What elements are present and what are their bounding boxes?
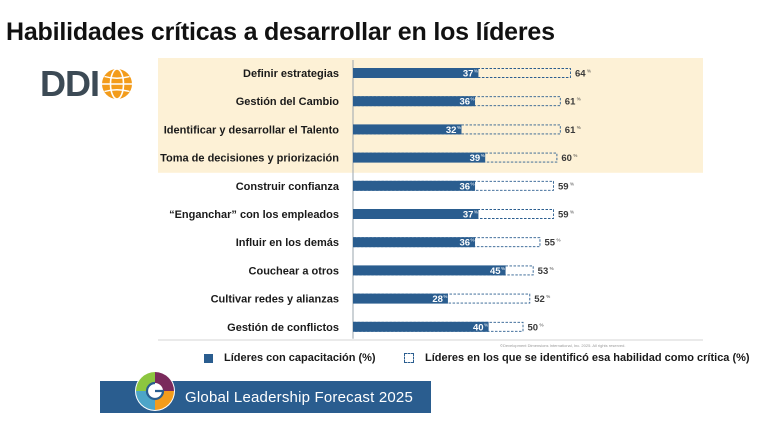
data-label-trained-suffix: %	[474, 210, 478, 215]
data-label-trained-suffix: %	[481, 153, 485, 158]
bar-trained	[353, 180, 476, 191]
data-label-trained: 45	[490, 266, 501, 277]
data-label-critical: 55	[544, 238, 555, 249]
data-label-critical-suffix: %	[587, 69, 591, 74]
data-label-trained: 37	[463, 69, 474, 80]
data-label-trained: 37	[463, 210, 474, 221]
data-label-trained-suffix: %	[474, 69, 478, 74]
copyright-footnote: ©Development Dimensions International, I…	[500, 343, 626, 348]
bar-trained	[353, 124, 462, 135]
data-label-trained: 39	[470, 153, 481, 164]
category-label: Identificar y desarrollar el Talento	[164, 124, 340, 136]
bar-trained	[353, 209, 479, 219]
data-label-critical-suffix: %	[546, 294, 550, 299]
data-label-critical: 64	[575, 69, 586, 80]
category-label: Influir en los demás	[236, 237, 339, 249]
bar-trained	[353, 237, 476, 248]
category-label: “Enganchar” con los empleados	[169, 209, 339, 221]
banner-text: Global Leadership Forecast 2025	[185, 389, 414, 406]
data-label-trained-suffix: %	[501, 266, 505, 271]
bar-trained	[353, 321, 489, 332]
category-label: Definir estrategias	[243, 68, 339, 80]
data-label-trained-suffix: %	[457, 125, 461, 130]
data-label-critical: 53	[538, 266, 549, 277]
data-label-critical: 59	[558, 181, 569, 192]
bar-trained	[353, 265, 506, 276]
page-title: Habilidades críticas a desarrollar en lo…	[6, 18, 555, 46]
data-label-critical: 59	[558, 210, 569, 221]
data-label-critical-suffix: %	[550, 266, 554, 271]
data-label-trained: 36	[459, 181, 470, 192]
data-label-critical-suffix: %	[573, 153, 577, 158]
data-label-critical-suffix: %	[577, 125, 581, 130]
data-label-trained: 32	[446, 125, 457, 136]
glf-circle-logo-icon	[135, 371, 175, 411]
data-label-critical: 50	[528, 322, 539, 333]
category-label: Gestión de conflictos	[227, 322, 339, 334]
legend-item-critical: Líderes en los que se identificó esa hab…	[404, 352, 750, 364]
data-label-critical-suffix: %	[540, 322, 544, 327]
legend-label-critical: Líderes en los que se identificó esa hab…	[425, 352, 750, 364]
data-label-trained: 36	[459, 238, 470, 249]
data-label-trained: 28	[432, 294, 443, 305]
data-label-critical-suffix: %	[577, 97, 581, 102]
category-label: Construir confianza	[236, 181, 340, 193]
legend-item-trained: Líderes con capacitación (%)	[204, 352, 376, 364]
legend-swatch-solid	[204, 353, 213, 363]
legend-label-trained: Líderes con capacitación (%)	[224, 352, 376, 364]
category-label: Couchear a otros	[249, 265, 339, 277]
data-label-trained-suffix: %	[471, 238, 475, 243]
chart-legend: Líderes con capacitación (%) Líderes en …	[204, 352, 750, 370]
bar-trained	[353, 68, 479, 78]
data-label-critical: 52	[534, 294, 545, 305]
data-label-trained-suffix: %	[471, 181, 475, 186]
ddi-logo: DDI	[40, 66, 134, 102]
data-label-trained: 36	[459, 97, 470, 108]
data-label-trained: 40	[473, 322, 484, 333]
data-label-trained-suffix: %	[484, 322, 488, 327]
glf-banner: Global Leadership Forecast 2025	[100, 371, 431, 413]
data-label-critical-suffix: %	[570, 181, 574, 186]
logo-text: DDI	[40, 63, 100, 104]
category-label: Toma de decisiones y priorización	[160, 153, 339, 165]
category-label: Cultivar redes y alianzas	[211, 294, 339, 306]
bar-trained	[353, 96, 476, 107]
bar-trained	[353, 293, 448, 304]
data-label-trained-suffix: %	[443, 294, 447, 299]
legend-swatch-dashed	[404, 353, 414, 363]
bar-trained	[353, 152, 486, 163]
data-label-critical: 61	[565, 97, 576, 108]
bar-chart: Definir estrategias 37% 64 %Gestión del Cam…	[158, 58, 703, 341]
data-label-critical-suffix: %	[556, 238, 560, 243]
category-label: Gestión del Cambio	[236, 96, 340, 108]
data-label-critical: 61	[565, 125, 576, 136]
globe-icon	[102, 68, 132, 100]
data-label-critical: 60	[561, 153, 572, 164]
data-label-trained-suffix: %	[471, 97, 475, 102]
data-label-critical-suffix: %	[570, 210, 574, 215]
